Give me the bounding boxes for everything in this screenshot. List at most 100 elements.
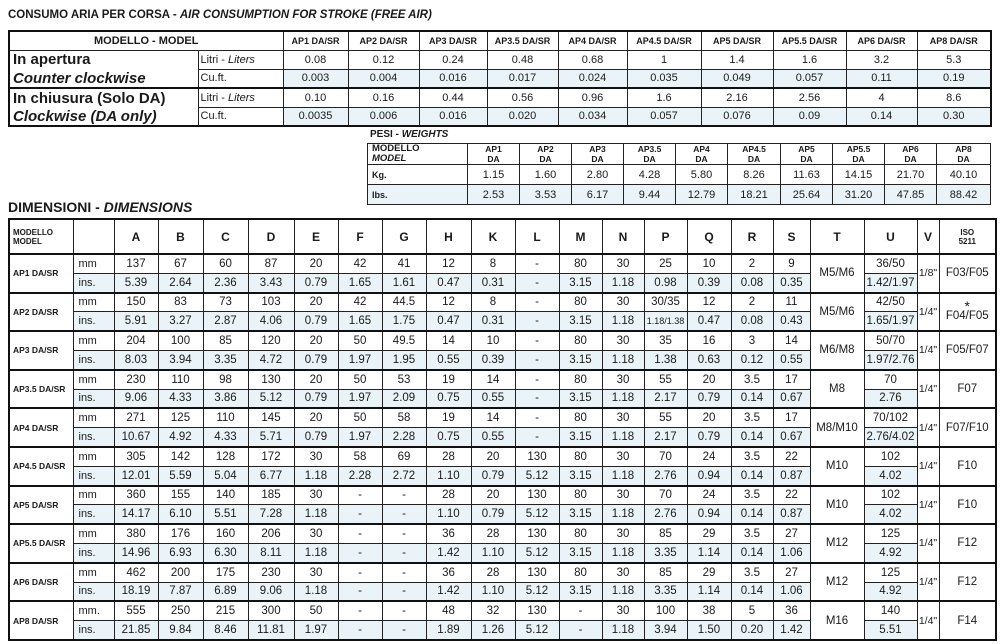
iso-value: F05/F07: [945, 344, 989, 357]
dimension-row-ins: ins. 18.19 7.87 6.89 9.06 1.18- -1.42 1.10 5.12 3…: [9, 581, 996, 602]
value-cell: 185: [247, 484, 295, 506]
group-label-en: Clockwise (DA only): [8, 107, 199, 126]
value-cell: 0.09: [772, 106, 847, 127]
column-header: A: [113, 218, 159, 255]
iso-cell: F07: [938, 368, 997, 409]
dimension-row-mm: AP6 DA/SR mm 462 200 175 230 30- -36 28 130 80 30 85…: [8, 561, 997, 602]
dimension-row-mm: AP1 DA/SR mm 137 67 60 87 20 42 41 12 8-80 30 25 10 2 9…: [8, 252, 997, 294]
title-en: DIMENSIONS: [103, 199, 193, 215]
unit-label: ins.: [72, 620, 115, 641]
text: AP4: [693, 144, 710, 155]
title-en: WEIGHTS: [401, 129, 449, 140]
model-header-cell: AP3.5 DA: [623, 143, 676, 165]
value-cell: 14: [772, 330, 811, 351]
value-cell: 0.14: [730, 542, 774, 564]
value-cell: 9.06: [247, 581, 295, 602]
title-it: DIMENSIONI -: [8, 199, 104, 215]
column-header: M: [558, 218, 603, 255]
value-cell: 1.18: [293, 581, 339, 602]
value-cell: 7.87: [157, 581, 204, 602]
value-cell: 3.27: [157, 311, 204, 332]
value-cell: 0.94: [686, 465, 732, 487]
value-cell: -: [558, 620, 603, 641]
value-cell: 200: [157, 561, 204, 583]
value-cell: 80: [558, 368, 603, 390]
value-cell: 0.79: [293, 311, 339, 332]
value-cell: 230: [113, 368, 159, 390]
value-cell: 85: [643, 561, 688, 583]
value-cell: 1.18: [601, 272, 645, 294]
value-cell: 120: [247, 330, 295, 351]
value-cell: 5.12: [514, 504, 560, 525]
value-cell: 155: [157, 484, 204, 506]
value-cell: 3.15: [558, 465, 603, 487]
value-cell: 2.56: [772, 87, 847, 108]
value-cell: 36: [425, 523, 472, 544]
value-cell: 0.12: [730, 349, 774, 371]
value-cell: 3.2: [845, 49, 918, 70]
value-cell: 5.12: [514, 465, 560, 487]
value-cell: 1.50: [686, 620, 732, 641]
model-header-cell: AP3 DA: [571, 143, 624, 165]
value-cell: 70: [643, 484, 688, 506]
value-cell: 1.15: [467, 164, 520, 185]
value-cell: 1.18: [601, 581, 645, 602]
value-cell: -: [337, 504, 383, 525]
text: MODELLO: [372, 143, 420, 154]
value-cell: 5.71: [247, 427, 295, 448]
value-cell: 5.12: [247, 388, 295, 409]
value-cell: 3.5: [730, 407, 774, 429]
value-cell: 55: [643, 407, 688, 429]
value-cell: -: [514, 427, 560, 448]
value-cell: -: [558, 600, 603, 622]
value-cell: 40.10: [936, 164, 991, 185]
value-cell: -: [514, 291, 560, 313]
value-cell: 380: [113, 523, 159, 544]
value-cell: 103: [247, 291, 295, 313]
text: DA: [957, 154, 970, 164]
value-cell: 130: [514, 523, 560, 544]
column-header: B: [157, 218, 204, 255]
value-cell: 20: [293, 407, 339, 429]
text: MODELLO: [13, 227, 53, 237]
value-cell: 12: [425, 252, 472, 274]
value-cell: 0.14: [730, 427, 774, 448]
value-cell: 9.84: [157, 620, 204, 641]
value-cell: 80: [558, 484, 603, 506]
value-cell: 3.35: [202, 349, 249, 371]
unit-label: mm.: [72, 600, 115, 622]
value-cell: -: [381, 542, 427, 564]
value-cell: 0.08: [730, 311, 774, 332]
value-cell: 17: [772, 368, 811, 390]
weight-row: lbs. 2.53 3.53 6.17 9.44 12.79 18.21 25.64 31.20…: [367, 184, 991, 205]
thread-cell: M5/M6: [809, 253, 865, 294]
value-cell: 0.79: [293, 272, 339, 294]
value-cell: 142: [157, 445, 204, 467]
thread-cell: M5/M6: [809, 291, 865, 332]
u-ins-cell: 2.76: [863, 388, 918, 409]
value-cell: 0.016: [418, 68, 488, 89]
value-cell: 0.79: [293, 388, 339, 409]
value-cell: 2.09: [381, 388, 427, 409]
model-label: AP4.5 DA/SR: [8, 445, 74, 487]
value-cell: 5.12: [514, 620, 560, 641]
model-header-cell: AP4.5 DA/SR: [626, 30, 702, 51]
value-cell: 12: [425, 291, 472, 313]
value-cell: 0.47: [425, 272, 472, 294]
value-cell: 44.5: [381, 291, 427, 313]
value-cell: 0.14: [730, 465, 774, 487]
value-cell: 3.35: [643, 581, 688, 602]
text: AP5.5: [846, 144, 871, 155]
column-header: G: [381, 218, 427, 255]
value-cell: 0.049: [700, 68, 774, 89]
value-cell: 30: [601, 523, 645, 544]
unit-label: mm: [72, 523, 115, 544]
value-cell: 3.15: [558, 427, 603, 448]
model-header: MODELLO MODEL: [8, 218, 74, 255]
value-cell: 1.18: [601, 388, 645, 409]
v-cell: 1/4": [916, 445, 940, 487]
value-cell: -: [337, 600, 383, 622]
value-cell: 0.0035: [282, 106, 349, 127]
value-cell: 27: [772, 523, 811, 544]
value-cell: 9.06: [113, 388, 159, 409]
